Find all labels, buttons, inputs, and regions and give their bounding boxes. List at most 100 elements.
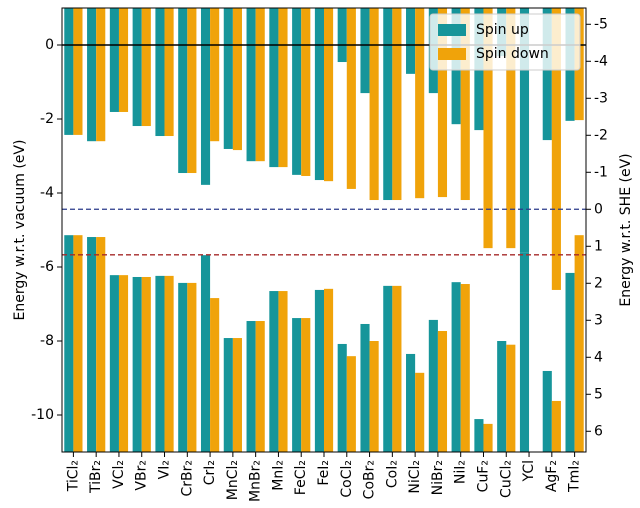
valence-bar [392,285,402,452]
x-tick-label: CoI₂ [384,460,400,488]
valence-bar [155,275,165,452]
valence-bar [255,321,265,452]
valence-bar [519,252,530,452]
legend-swatch [438,48,466,60]
valence-bar [551,400,561,452]
valence-bar [565,272,575,452]
conduction-bar [64,8,74,135]
y2-axis-label: Energy w.r.t. SHE (eV) [618,153,634,306]
valence-bar [451,282,461,452]
x-tick-label: VI₂ [157,460,173,479]
valence-bar [292,318,302,452]
conduction-bar [164,8,174,137]
x-tick-label: VBr₂ [134,460,150,491]
y-tick-label: -6 [40,259,54,275]
y2-tick-label: -3 [594,90,608,106]
valence-bar [346,356,356,452]
x-tick-label: AgF₂ [544,460,560,492]
valence-bar [87,237,97,452]
conduction-bar [519,8,530,253]
y2-tick-label: -1 [594,164,608,180]
valence-bar [497,341,507,452]
valence-bar [109,275,119,452]
conduction-bar [246,8,256,162]
conduction-bar [210,8,220,142]
valence-bar [96,237,106,452]
valence-bar [118,275,129,452]
y-tick-label: -8 [40,333,54,349]
y2-tick-label: 0 [594,201,603,217]
conduction-bar [506,8,516,249]
x-tick-label: TmI₂ [567,460,583,493]
valence-bar [73,235,83,452]
x-tick-label: NiBr₂ [430,460,446,495]
conduction-bar [223,8,233,149]
y2-tick-label: 4 [594,349,603,365]
conduction-bar [392,8,402,201]
conduction-bar [383,8,393,201]
valence-bar [246,321,256,452]
conduction-bar [87,8,97,142]
conduction-bar [324,8,334,182]
conduction-bar [278,8,288,168]
conduction-bar [483,8,493,249]
conduction-bar [314,8,324,181]
conduction-bar [132,8,142,127]
x-tick-label: VCl₂ [111,460,127,489]
conduction-bar [460,8,470,201]
legend-label: Spin up [476,22,529,38]
valence-bar [437,331,448,452]
y-tick-label: -10 [31,407,54,423]
conduction-bar [542,8,552,141]
conduction-bar [415,8,425,199]
valence-bar [460,284,470,452]
conduction-bar [178,8,188,174]
y-tick-label: 0 [45,37,54,53]
conduction-bar [187,8,197,174]
x-tick-label: NiCl₂ [407,460,423,494]
x-tick-label: TiBr₂ [88,460,104,494]
valence-bar [506,344,516,452]
valence-bar [132,276,142,452]
valence-bar [406,353,416,452]
valence-bar [269,291,279,452]
x-tick-label: CuF₂ [475,460,491,492]
y2-tick-label: 5 [594,386,603,402]
conduction-bar [269,8,279,168]
conduction-bar [73,8,83,135]
valence-bar [200,255,211,452]
x-tick-label: CrBr₂ [179,460,195,497]
x-tick-label: MnI₂ [270,460,286,491]
y-axis-label: Energy w.r.t. vacuum (eV) [12,140,28,321]
valence-bar [542,370,552,452]
x-tick-label: NiI₂ [453,460,469,484]
x-tick-label: YCl [521,460,537,482]
x-tick-label: MnCl₂ [225,460,241,500]
valence-bar [278,291,288,452]
conduction-bar [346,8,356,189]
valence-bar [314,289,324,452]
x-tick-label: CrI₂ [202,460,218,485]
x-tick-label: TiCl₂ [65,460,81,492]
valence-bar [474,419,484,452]
valence-bar [164,275,174,452]
conduction-bar [292,8,302,175]
conduction-bar [437,8,448,198]
x-tick-label: FeI₂ [316,460,332,486]
conduction-bar [109,8,119,112]
valence-bar [574,235,584,452]
valence-bar [337,343,347,452]
legend-label: Spin down [476,46,549,62]
x-tick-label: CoCl₂ [339,460,355,498]
conduction-bar [360,8,370,94]
valence-bar [223,338,233,452]
y-tick-label: -2 [40,111,54,127]
x-tick-label: FeCl₂ [293,460,309,495]
y2-tick-label: 3 [594,312,603,328]
valence-bar [324,288,334,452]
y2-tick-label: 6 [594,423,603,439]
legend-box [429,13,581,71]
y2-tick-label: -4 [594,53,608,69]
conduction-bar [200,8,211,185]
